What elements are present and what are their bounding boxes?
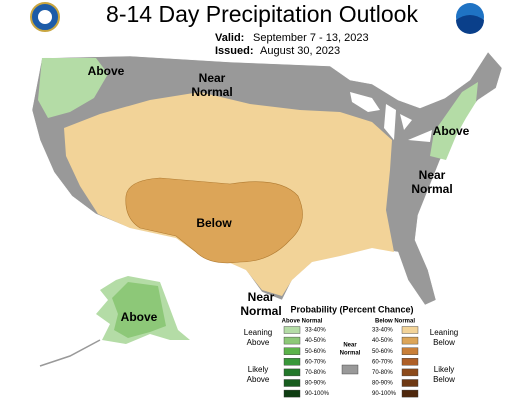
map-label: Near [248,290,275,304]
legend: Probability (Percent Chance) Above Norma… [244,304,458,398]
map-label: Normal [411,182,452,196]
map-label: Near [419,168,446,182]
legend-swatch [401,326,419,334]
map-label: Above [88,64,125,78]
map-label: Near [199,71,226,85]
above-northeast-region [430,82,478,160]
legend-swatch [283,358,301,366]
legend-heading: Above Normal [282,319,323,325]
legend-label: 60-70% [372,359,393,365]
legend-side-label: Below [433,375,455,384]
below-core-region [125,177,303,264]
legend-label: 90-100% [305,391,330,397]
map-label: Normal [191,85,232,99]
title: 8-14 Day Precipitation Outlook [106,1,418,27]
legend-swatch [401,336,419,345]
legend-label: 40-50% [305,338,326,344]
legend-swatch [283,389,301,398]
legend-side-label: Below [433,338,455,347]
legend-swatch [283,379,301,387]
map-label: Above [433,124,470,138]
map-label: Above [121,310,158,324]
valid-label: Valid: [215,32,244,44]
legend-title: Probability (Percent Chance) [290,304,413,314]
legend-side-label: Likely [248,365,268,374]
legend-label: 80-90% [305,381,326,387]
aleutians [39,339,101,367]
legend-side-label: Above [247,338,270,347]
legend-label: 70-80% [372,370,393,376]
legend-side-label: Leaning [430,328,458,337]
near-normal-swatch [341,364,359,375]
legend-label: 50-60% [305,349,326,355]
above-northwest-region [38,58,108,118]
issued-date: August 30, 2023 [260,45,340,57]
legend-swatch [401,358,419,366]
legend-label: 50-60% [372,349,393,355]
legend-label: 80-90% [372,381,393,387]
legend-label: 60-70% [305,359,326,365]
legend-swatch [283,336,301,345]
legend-swatch [401,379,419,387]
legend-side-label: Likely [434,365,454,374]
legend-swatch [283,347,301,355]
legend-label: 33-40% [372,328,393,334]
legend-swatch [401,347,419,355]
legend-label: 33-40% [305,328,326,334]
legend-label: 90-100% [372,391,397,397]
map-label: Normal [240,304,281,318]
great-lakes [350,92,432,142]
legend-heading: Normal [340,351,361,357]
issued-label: Issued: [215,45,254,57]
legend-label: 70-80% [305,370,326,376]
legend-heading: Near [343,343,357,349]
legend-side-label: Above [247,375,270,384]
legend-side-label: Leaning [244,328,272,337]
noaa-logo [456,3,484,34]
legend-swatch [283,368,301,377]
valid-dates: September 7 - 13, 2023 [253,32,369,44]
alaska-above-inner [112,282,166,338]
legend-swatch [401,368,419,377]
legend-swatch [401,389,419,398]
legend-swatch [283,326,301,334]
legend-label: 40-50% [372,338,393,344]
noaa-doc-logo [30,2,60,32]
legend-heading: Below Normal [375,319,415,325]
map-label: Below [196,216,232,230]
